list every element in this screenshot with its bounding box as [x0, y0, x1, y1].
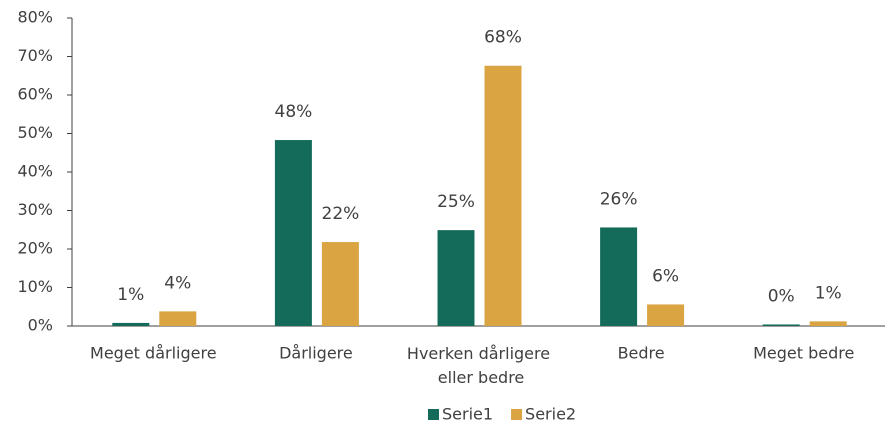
bar [484, 65, 522, 327]
value-label: 26% [600, 189, 638, 209]
y-tick-label: 30% [17, 200, 53, 219]
x-tick-label: Bedre [618, 344, 665, 363]
y-tick-label: 20% [17, 239, 53, 258]
y-tick-label: 70% [17, 46, 53, 65]
legend-label: Serie1 [442, 405, 493, 424]
bar [274, 140, 312, 326]
legend-swatch [428, 409, 439, 420]
x-tick-label: Meget dårligere [90, 344, 217, 363]
bar [437, 230, 475, 326]
value-label: 1% [815, 283, 842, 303]
x-tick-label: Meget bedre [753, 344, 854, 363]
value-label: 0% [768, 286, 795, 306]
bar [159, 311, 197, 326]
value-label: 48% [275, 102, 313, 122]
bar [112, 322, 150, 326]
x-tick-label: Hverken dårligere eller bedre [407, 344, 550, 387]
value-label: 22% [322, 204, 360, 224]
y-tick-label: 10% [17, 277, 53, 296]
y-tick-label: 60% [17, 85, 53, 104]
y-tick-label: 40% [17, 162, 53, 181]
value-label: 1% [117, 285, 144, 305]
value-label: 25% [437, 192, 475, 212]
y-tick-label: 50% [17, 123, 53, 142]
bar [600, 227, 638, 326]
y-tick-label: 0% [28, 316, 53, 335]
bar [809, 321, 847, 326]
x-tick-label: Dårligere [279, 344, 353, 363]
value-label: 6% [652, 266, 679, 286]
value-label: 4% [164, 273, 191, 293]
y-tick-label: 80% [17, 8, 53, 27]
legend-label: Serie2 [525, 405, 576, 424]
legend-swatch [511, 409, 523, 420]
bar [762, 324, 800, 326]
bar [647, 304, 685, 326]
bar [321, 242, 359, 326]
value-label: 68% [484, 28, 522, 48]
